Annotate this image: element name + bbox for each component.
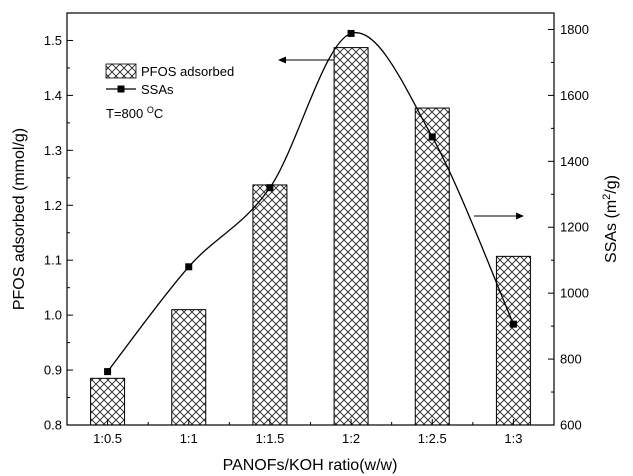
bar-1:1 (171, 309, 207, 426)
bar-1:2 (333, 47, 369, 426)
temperature-annotation-sup: O (147, 105, 154, 115)
y2-axis-title-sup: 2 (601, 194, 613, 200)
legend-label-ssa: SSAs (141, 82, 174, 97)
right-tick-label: 1800 (560, 22, 589, 37)
y-axis-title: PFOS adsorbed (mmol/g) (11, 128, 28, 310)
ssa-point-1:3 (509, 320, 517, 328)
right-tick-label: 600 (560, 418, 582, 433)
x-tick-label: 1:2.5 (418, 431, 447, 446)
y2-axis-title-main: SSAs (m (603, 200, 620, 263)
right-axis: 600 800 1000 1200 1400 1600 1800 (548, 22, 589, 433)
left-tick-label: 1.4 (44, 88, 62, 103)
left-tick-label: 1.3 (44, 143, 62, 158)
x-tick-label: 1:3 (504, 431, 522, 446)
ssa-markers-group (104, 29, 517, 376)
x-tick-label: 1:0.5 (93, 431, 122, 446)
bars-group (90, 47, 531, 426)
left-axis: 0.8 0.9 1.0 1.1 1.2 1.3 1.4 1.5 (44, 33, 73, 433)
y2-axis-title: SSAs (m2/g) (601, 175, 620, 263)
temperature-annotation-main: T=800 (106, 106, 147, 121)
left-tick-label: 1.0 (44, 308, 62, 323)
x-tick-label: 1:1.5 (255, 431, 284, 446)
bar-1:0.5 (90, 377, 126, 426)
arrow-to-left-axis (278, 56, 334, 64)
x-tick-label: 1:1 (180, 431, 198, 446)
arrow-to-right-axis (474, 212, 524, 220)
left-tick-label: 1.1 (44, 253, 62, 268)
x-axis-title: PANOFs/KOH ratio(w/w) (223, 457, 398, 474)
ssa-point-1:2 (347, 29, 355, 37)
left-tick-label: 0.8 (44, 418, 62, 433)
legend-label-pfos: PFOS adsorbed (141, 64, 234, 79)
bar-1:2.5 (414, 107, 450, 426)
left-tick-label: 1.2 (44, 198, 62, 213)
bar-1:1.5 (252, 184, 288, 426)
ssa-curve-group (107, 32, 515, 373)
temperature-annotation: T=800 OC (106, 105, 163, 121)
x-tick-label: 1:2 (342, 431, 360, 446)
ssa-point-1:2.5 (428, 133, 436, 141)
ssa-point-1:1 (185, 263, 193, 271)
legend: PFOS adsorbed SSAs T=800 OC (105, 63, 234, 121)
left-tick-label: 1.5 (44, 33, 62, 48)
y2-axis-title-end: /g) (603, 175, 620, 194)
right-tick-label: 1200 (560, 220, 589, 235)
x-axis: 1:0.5 1:1 1:1.5 1:2 1:2.5 1:3 (66, 419, 555, 446)
bar-1:3 (495, 255, 531, 426)
ssa-point-1:1.5 (266, 184, 274, 192)
right-tick-label: 1400 (560, 154, 589, 169)
right-tick-label: 1600 (560, 88, 589, 103)
right-tick-label: 800 (560, 352, 582, 367)
left-tick-label: 0.9 (44, 363, 62, 378)
temperature-annotation-end: C (154, 106, 163, 121)
legend-swatch-pfos (105, 63, 137, 79)
right-tick-label: 1000 (560, 286, 589, 301)
ssa-line (107, 32, 515, 373)
legend-marker-ssa (117, 85, 125, 93)
ssa-point-1:0.5 (104, 368, 112, 376)
